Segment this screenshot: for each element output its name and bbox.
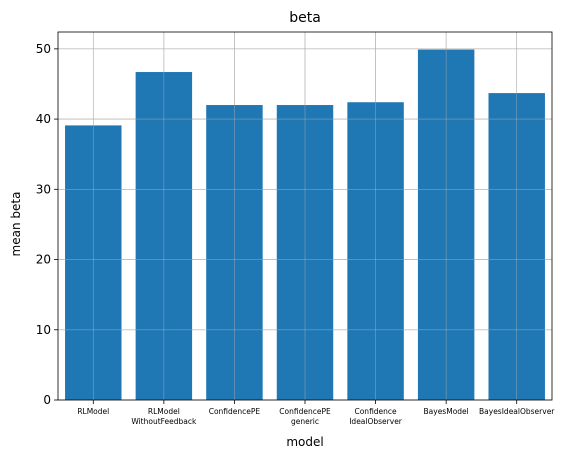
- y-tick-label: 10: [36, 323, 51, 337]
- x-tick-label: Confidence IdealObserver: [349, 407, 403, 426]
- x-axis-ticks: RLModel RLModel WithoutFeedback ConfidenceP…: [77, 400, 555, 426]
- x-axis-label: model: [286, 435, 323, 449]
- y-axis-ticks: 0 10 20 30 40 50: [36, 42, 58, 407]
- y-tick-label: 40: [36, 112, 51, 126]
- chart-title: beta: [289, 10, 321, 26]
- y-tick-label: 0: [43, 393, 51, 407]
- x-tick-label: RLModel: [77, 407, 109, 416]
- x-tick-label: RLModel WithoutFeedback: [131, 407, 197, 426]
- axes: [57, 31, 553, 401]
- y-tick-label: 20: [36, 253, 51, 267]
- x-tick-label: BayesModel: [424, 407, 469, 416]
- y-tick-label: 30: [36, 182, 51, 196]
- y-tick-label: 50: [36, 42, 51, 56]
- y-axis-label: mean beta: [9, 192, 23, 257]
- x-tick-label: ConfidencePE generic: [279, 407, 331, 426]
- grid-lines-over: [58, 32, 552, 401]
- x-tick-label: BayesIdealObserver: [479, 407, 555, 416]
- x-tick-label: ConfidencePE: [209, 407, 261, 416]
